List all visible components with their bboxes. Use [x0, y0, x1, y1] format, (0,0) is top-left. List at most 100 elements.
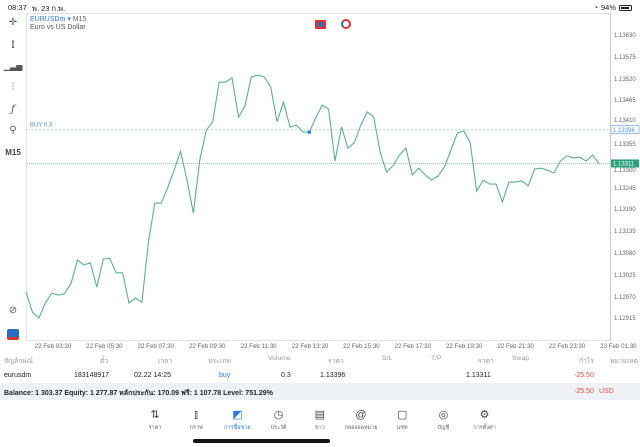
chart-icon: ⫾ [194, 409, 198, 421]
buy-line-label: BUY 0.3 [30, 123, 53, 129]
function-icon[interactable]: ƒ [11, 104, 15, 115]
symbol-description: Euro vs US Dollar [30, 24, 86, 31]
x-tick-label: 22 Feb 17:30 [394, 343, 432, 350]
bid-price-label: 1.13311 [613, 162, 635, 168]
column-header[interactable]: Swap [512, 355, 530, 362]
column-header[interactable]: ราคา [328, 358, 344, 365]
x-tick-label: 22 Feb 11:30 [240, 343, 277, 350]
column-header[interactable]: Volume [268, 355, 291, 362]
x-tick-label: 22 Feb 09:30 [188, 343, 226, 350]
column-header[interactable]: ประเภท [208, 358, 231, 365]
app-logo-icon[interactable] [7, 329, 19, 340]
x-tick-label: 22 Feb 23:30 [548, 343, 586, 350]
y-tick-label: 1.13465 [614, 98, 636, 105]
y-tick-label: 1.12915 [614, 316, 636, 323]
battery-percent: 94% [600, 3, 616, 12]
settings-icon: ⚙ [479, 409, 490, 421]
chart-zoom-icon[interactable]: ⊘ [8, 305, 18, 316]
x-tick-label: 22 Feb 15:30 [343, 343, 380, 350]
home-indicator[interactable] [193, 439, 330, 443]
clock: 08:37 [8, 3, 27, 12]
y-tick-label: 1.13520 [614, 76, 636, 83]
mailbox-icon: @ [355, 409, 367, 421]
y-tick-label: 1.13630 [614, 33, 636, 39]
date: พ. 23 ก.พ. [32, 4, 66, 13]
balance-bar: Balance: 1 303.37 Equity: 1 277.87 หลักป… [0, 383, 640, 400]
nav-label: ราคา [148, 425, 162, 431]
price-axis: 1.13630 1.13575 1.13520 1.13465 1.13410 1.133… [610, 13, 640, 341]
account-icon: ◎ [438, 409, 449, 421]
left-toolbar: ✛ ⫾ ▁▃▅ ⫶ ƒ ⚲ M15 ⊘ [0, 13, 26, 343]
y-tick-label: 1.13135 [614, 229, 636, 236]
total-profit: -25.50 [574, 388, 594, 395]
battery-status: ◔ 94% [593, 3, 632, 12]
nav-label: กราฟ [189, 425, 203, 431]
x-tick-label: 22 Feb 13:30 [291, 343, 329, 350]
nav-news[interactable]: ▤ ข่าว [303, 408, 337, 432]
nav-label: บัญชี [437, 425, 450, 431]
nav-account[interactable]: ◎ บัญชี [426, 408, 460, 432]
column-header[interactable]: สัญลักษณ์ [4, 358, 34, 365]
nav-mailbox[interactable]: @ กล่องจดหมาย [344, 408, 378, 432]
column-header[interactable]: ตั๋ว [100, 358, 109, 365]
column-header[interactable]: เวลา [158, 358, 173, 365]
cell-type: buy [219, 372, 231, 379]
wifi-icon: ◔ [593, 3, 598, 12]
status-bar: 08:37 พ. 23 ก.พ. ◔ 94% [0, 0, 640, 13]
y-tick-label: 1.12970 [614, 294, 636, 301]
nav-label: กล่องจดหมาย [344, 425, 378, 431]
chat-icon: ▢ [396, 409, 408, 421]
x-tick-label: 22 Feb 19:30 [445, 343, 483, 350]
nav-chat[interactable]: ▢ แชท [385, 408, 419, 432]
nav-history[interactable]: ◷ ประวัติ [262, 408, 296, 432]
x-tick-label: 22 Feb 21:30 [497, 343, 534, 350]
y-tick-label: 1.13575 [614, 54, 636, 61]
candlestick-icon[interactable]: ⫾ [11, 39, 15, 50]
cell-volume: 0.3 [281, 372, 291, 379]
timeframe-button[interactable]: M15 [5, 148, 21, 157]
nav-trade[interactable]: ◩ การซื้อขาย [220, 408, 254, 432]
settings-sliders-icon[interactable]: ⫶ [11, 82, 15, 93]
cell-price: 1.13311 [466, 372, 491, 379]
balance-summary: Balance: 1 303.37 Equity: 1 277.87 หลักป… [4, 390, 273, 397]
indicators-icon[interactable]: ▁▃▅ [4, 62, 23, 71]
objects-icon[interactable]: ⚲ [9, 125, 17, 136]
cell-open-price: 1.13396 [320, 372, 346, 379]
battery-icon [619, 4, 632, 11]
crosshair-icon[interactable]: ✛ [8, 17, 18, 28]
column-header[interactable]: T/P [431, 355, 442, 362]
bid-price-box [611, 159, 639, 168]
cell-profit: -25.50 [574, 372, 594, 379]
buy-price-box [610, 125, 640, 135]
nav-quotes[interactable]: ⇅ ราคา [138, 408, 172, 432]
nav-label: การตั้งค่า [473, 425, 496, 431]
trade-icon: ◩ [232, 409, 243, 421]
cell-time: 02.22 14:25 [134, 372, 171, 379]
nav-chart[interactable]: ⫾ กราฟ [179, 408, 213, 432]
column-header[interactable]: กำไร [579, 358, 595, 365]
nav-settings[interactable]: ⚙ การตั้งค่า [468, 408, 502, 432]
y-tick-label: 1.13025 [614, 272, 636, 279]
column-header[interactable]: หมายเหตุ [610, 358, 638, 365]
nav-label: การซื้อขาย [224, 425, 251, 431]
profit-currency: USD [599, 388, 614, 395]
price-chart[interactable] [26, 13, 610, 341]
symbol-timeframe: M15 [72, 16, 87, 23]
y-tick-label: 1.13410 [614, 118, 636, 125]
nav-label: แชท [396, 425, 408, 431]
y-tick-label: 1.13245 [614, 185, 636, 192]
history-icon: ◷ [273, 409, 284, 421]
column-header[interactable]: S/L [382, 355, 393, 362]
depth-icon[interactable] [341, 19, 351, 29]
x-tick-label: 22 Feb 05:30 [86, 343, 123, 350]
x-tick-label: 22 Feb 03:30 [34, 343, 72, 350]
x-tick-label: 22 Feb 07:30 [137, 343, 175, 350]
symbol-dropdown-icon[interactable]: ▾ [65, 16, 73, 23]
column-header[interactable]: ราคา [478, 358, 494, 365]
nav-label: ข่าว [314, 425, 325, 431]
one-click-trading-icon[interactable] [315, 20, 326, 29]
symbol-name[interactable]: EURUSDm [30, 16, 66, 23]
quotes-icon: ⇅ [150, 409, 160, 421]
y-tick-label: 1.13300 [614, 167, 636, 174]
